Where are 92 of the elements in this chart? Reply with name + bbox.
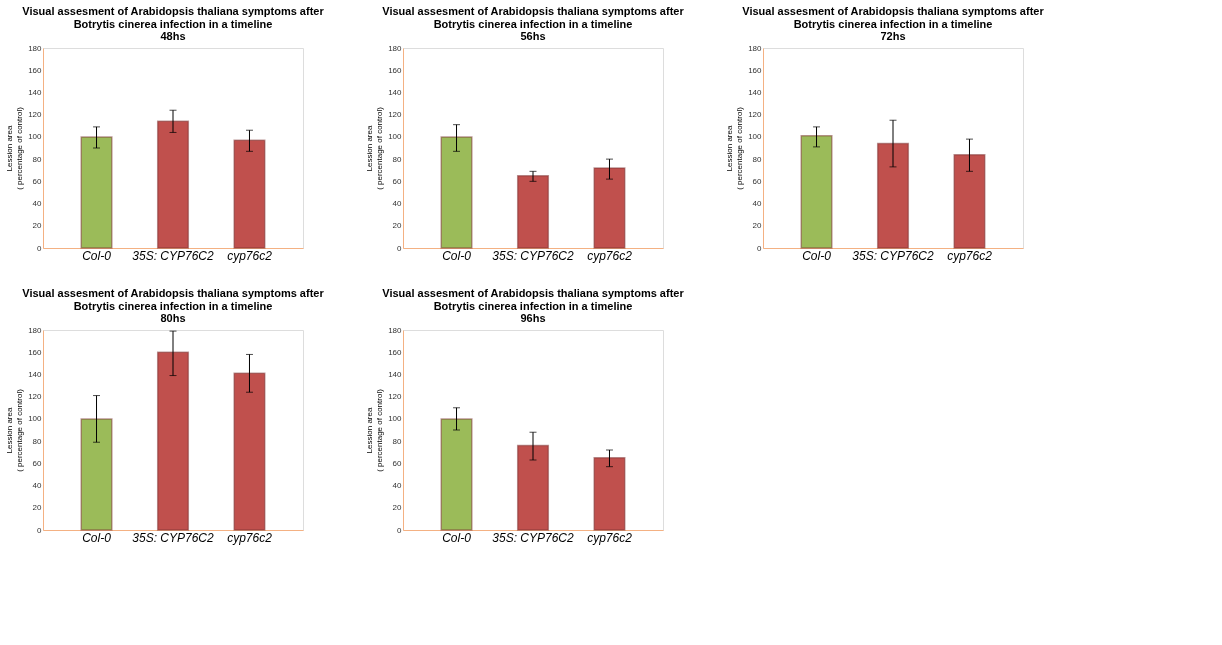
y-tick-label: 80 [752, 154, 763, 164]
y-tick-label: 100 [748, 132, 763, 142]
y-tick-label: 120 [748, 110, 763, 120]
x-tick-label: Col-0 [802, 248, 832, 263]
x-tick-label: Col-0 [82, 248, 112, 263]
bar [593, 457, 626, 531]
chart-subtitle: 96hs [520, 312, 546, 324]
y-tick-label: 40 [752, 199, 763, 209]
y-tick-label: 140 [28, 87, 43, 97]
y-tick-label: 140 [748, 87, 763, 97]
y-tick-label: 60 [32, 176, 43, 186]
chart-subtitle: 80hs [160, 312, 186, 324]
x-tick-label: 35S: CYP76C2 [132, 248, 215, 263]
y-tick-label: 60 [392, 458, 403, 468]
chart-title: Visual assesment of Arabidopsis thaliana symptoms after Botrytis cinerea infection in a timeline [382, 287, 685, 312]
y-tick-label: 80 [392, 154, 403, 164]
x-tick-label: Col-0 [442, 530, 472, 545]
y-tick-label: 140 [28, 369, 43, 379]
x-tick-label: cyp76c2 [227, 248, 273, 263]
y-tick-label: 40 [32, 481, 43, 491]
bar [80, 418, 113, 531]
y-tick-label: 20 [392, 221, 403, 231]
x-tick-label: Col-0 [442, 248, 472, 263]
bar [156, 351, 190, 531]
y-axis-title: Lession area ( percentage of control) [365, 388, 385, 472]
y-axis-title: Lession area ( percentage of control) [725, 106, 745, 190]
x-tick-label: 35S: CYP76C2 [492, 248, 575, 263]
chart-subtitle: 56hs [520, 30, 546, 42]
y-tick-label: 180 [28, 325, 43, 335]
bar [233, 372, 266, 531]
y-tick-label: 160 [28, 65, 43, 75]
x-tick-label: 35S: CYP76C2 [852, 248, 935, 263]
y-tick-label: 160 [748, 65, 763, 75]
bar [440, 136, 473, 249]
y-tick-label: 40 [392, 199, 403, 209]
y-tick-label: 160 [388, 65, 403, 75]
x-tick-label: 35S: CYP76C2 [132, 530, 215, 545]
x-tick-label: cyp76c2 [587, 248, 633, 263]
bar [233, 139, 266, 249]
chart-subtitle: 72hs [880, 30, 906, 42]
y-tick-label: 120 [28, 110, 43, 120]
y-tick-label: 20 [32, 221, 43, 231]
y-tick-label: 0 [397, 525, 403, 535]
bar [440, 418, 473, 531]
bar [80, 136, 113, 249]
y-tick-label: 80 [32, 436, 43, 446]
bar [156, 120, 190, 249]
y-tick-label: 100 [388, 132, 403, 142]
y-tick-label: 160 [28, 347, 43, 357]
y-tick-label: 0 [37, 243, 43, 253]
y-tick-label: 40 [392, 481, 403, 491]
bar [516, 175, 550, 249]
y-tick-label: 140 [388, 87, 403, 97]
y-tick-label: 100 [28, 132, 43, 142]
y-tick-label: 100 [28, 414, 43, 424]
y-tick-label: 100 [388, 414, 403, 424]
y-tick-label: 40 [32, 199, 43, 209]
y-tick-label: 20 [32, 503, 43, 513]
y-tick-label: 20 [752, 221, 763, 231]
chart-title: Visual assesment of Arabidopsis thaliana symptoms after Botrytis cinerea infection in a timeline [22, 5, 325, 30]
y-tick-label: 180 [388, 325, 403, 335]
y-tick-label: 120 [388, 110, 403, 120]
chart-title: Visual assesment of Arabidopsis thaliana symptoms after Botrytis cinerea infection in a timeline [742, 5, 1045, 30]
y-tick-label: 0 [397, 243, 403, 253]
y-tick-label: 80 [392, 436, 403, 446]
chart-title: Visual assesment of Arabidopsis thaliana symptoms after Botrytis cinerea infection in a timeline [382, 5, 685, 30]
y-tick-label: 60 [752, 176, 763, 186]
bar [516, 444, 550, 531]
y-tick-label: 60 [32, 458, 43, 468]
y-tick-label: 0 [37, 525, 43, 535]
x-tick-label: cyp76c2 [587, 530, 633, 545]
y-tick-label: 140 [388, 369, 403, 379]
x-tick-label: cyp76c2 [227, 530, 273, 545]
y-axis-title: Lession area ( percentage of control) [365, 106, 385, 190]
y-tick-label: 180 [28, 43, 43, 53]
y-tick-label: 0 [757, 243, 763, 253]
y-tick-label: 120 [388, 392, 403, 402]
y-tick-label: 120 [28, 392, 43, 402]
y-tick-label: 60 [392, 176, 403, 186]
bar [593, 167, 626, 249]
y-tick-label: 20 [392, 503, 403, 513]
x-tick-label: Col-0 [82, 530, 112, 545]
y-tick-label: 180 [748, 43, 763, 53]
chart-subtitle: 48hs [160, 30, 186, 42]
x-tick-label: cyp76c2 [947, 248, 993, 263]
y-tick-label: 160 [388, 347, 403, 357]
chart-title: Visual assesment of Arabidopsis thaliana symptoms after Botrytis cinerea infection in a timeline [22, 287, 325, 312]
y-tick-label: 180 [388, 43, 403, 53]
y-axis-title: Lession area ( percentage of control) [5, 388, 25, 472]
x-tick-label: 35S: CYP76C2 [492, 530, 575, 545]
y-axis-title: Lession area ( percentage of control) [5, 106, 25, 190]
y-tick-label: 80 [32, 154, 43, 164]
